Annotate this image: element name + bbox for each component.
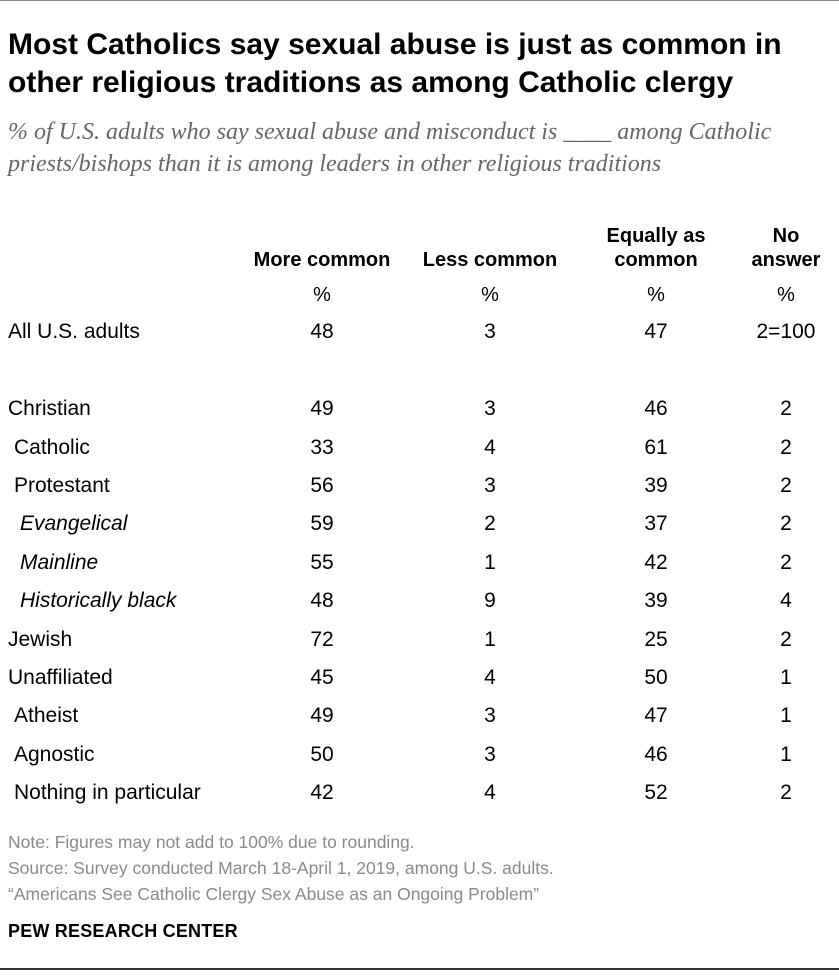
row-label: Historically black (20, 589, 177, 612)
row-label: Atheist (14, 704, 79, 727)
table-cell-noanswer: 1 (780, 666, 792, 689)
table-cell-less: 3 (484, 474, 496, 497)
table-cell-less: 9 (484, 589, 496, 612)
column-unit-less: % (481, 284, 499, 306)
report-title-text: “Americans See Catholic Clergy Sex Abuse… (8, 884, 540, 904)
column-header-line: More common (253, 249, 391, 271)
table-cell-equal: 39 (644, 589, 668, 612)
table-cell-noanswer: 2 (780, 781, 792, 804)
column-unit-noanswer: % (777, 284, 795, 306)
note-text: Note: Figures may not add to 100% due to… (8, 832, 415, 852)
table-cell-more: 49 (310, 704, 334, 727)
table-cell-less: 4 (484, 781, 496, 804)
column-unit-more: % (313, 284, 331, 306)
table-cell-equal: 61 (644, 436, 668, 459)
column-header-line: common (614, 249, 698, 271)
table-cell-noanswer: 2 (780, 474, 792, 497)
table-cell-more: 50 (310, 743, 334, 766)
table-cell-more: 55 (310, 551, 334, 574)
table-cell-noanswer: 2 (780, 512, 792, 535)
row-label: Evangelical (20, 512, 128, 535)
row-label: Protestant (14, 474, 110, 497)
column-header-less: Less common (400, 248, 580, 272)
top-rule (0, 0, 839, 1)
row-label: Catholic (14, 436, 90, 459)
table-cell-noanswer: 2 (780, 551, 792, 574)
row-label: Mainline (20, 551, 99, 574)
column-header-equal: Equally as common (566, 224, 746, 272)
table-cell-equal: 47 (644, 704, 668, 727)
table-cell-less: 1 (484, 628, 496, 651)
table-cell-more: 49 (310, 397, 334, 420)
column-unit-equal: % (647, 284, 665, 306)
chart-subtitle: % of U.S. adults who say sexual abuse an… (8, 119, 772, 177)
table-cell-more: 56 (310, 474, 334, 497)
row-label: Jewish (8, 628, 73, 651)
table-cell-equal: 42 (644, 551, 668, 574)
row-label: Agnostic (14, 743, 95, 766)
table-cell-noanswer: 1 (780, 704, 792, 727)
table-cell-more: 42 (310, 781, 334, 804)
table-cell-noanswer: 2 (780, 397, 792, 420)
table-cell-equal: 39 (644, 474, 668, 497)
table-cell-more: 48 (310, 320, 334, 343)
source-text: Source: Survey conducted March 18-April … (8, 858, 554, 878)
table-cell-less: 2 (484, 512, 496, 535)
table-cell-equal: 37 (644, 512, 668, 535)
table-cell-less: 1 (484, 551, 496, 574)
table-cell-equal: 25 (644, 628, 668, 651)
table-cell-noanswer: 2=100 (756, 320, 816, 343)
table-cell-more: 72 (310, 628, 334, 651)
row-label: Nothing in particular (14, 781, 201, 804)
table-cell-more: 48 (310, 589, 334, 612)
table-cell-less: 4 (484, 436, 496, 459)
table-cell-noanswer: 4 (780, 589, 792, 612)
table-cell-noanswer: 2 (780, 628, 792, 651)
column-header-line: answer (751, 249, 821, 271)
table-cell-noanswer: 2 (780, 436, 792, 459)
column-header-more: More common (232, 248, 412, 272)
table-cell-equal: 46 (644, 743, 668, 766)
row-label: Christian (8, 397, 91, 420)
chart-title: Most Catholics say sexual abuse is just … (8, 28, 782, 99)
table-cell-more: 59 (310, 512, 334, 535)
brand-logo-text: PEW RESEARCH CENTER (8, 921, 238, 941)
table-cell-less: 3 (484, 704, 496, 727)
table-cell-less: 4 (484, 666, 496, 689)
table-cell-more: 45 (310, 666, 334, 689)
column-header-line: No (772, 225, 800, 247)
table-cell-more: 33 (310, 436, 334, 459)
column-header-line: Equally as (606, 225, 706, 247)
table-cell-equal: 46 (644, 397, 668, 420)
row-label: All U.S. adults (8, 320, 140, 343)
table-cell-equal: 52 (644, 781, 668, 804)
table-cell-equal: 50 (644, 666, 668, 689)
table-cell-noanswer: 1 (780, 743, 792, 766)
column-header-noanswer: No answer (696, 224, 839, 272)
bottom-rule (0, 968, 839, 970)
column-header-line: Less common (422, 249, 558, 271)
table-cell-equal: 47 (644, 320, 668, 343)
table-cell-less: 3 (484, 397, 496, 420)
row-label: Unaffiliated (8, 666, 113, 689)
table-cell-less: 3 (484, 320, 496, 343)
table-cell-less: 3 (484, 743, 496, 766)
